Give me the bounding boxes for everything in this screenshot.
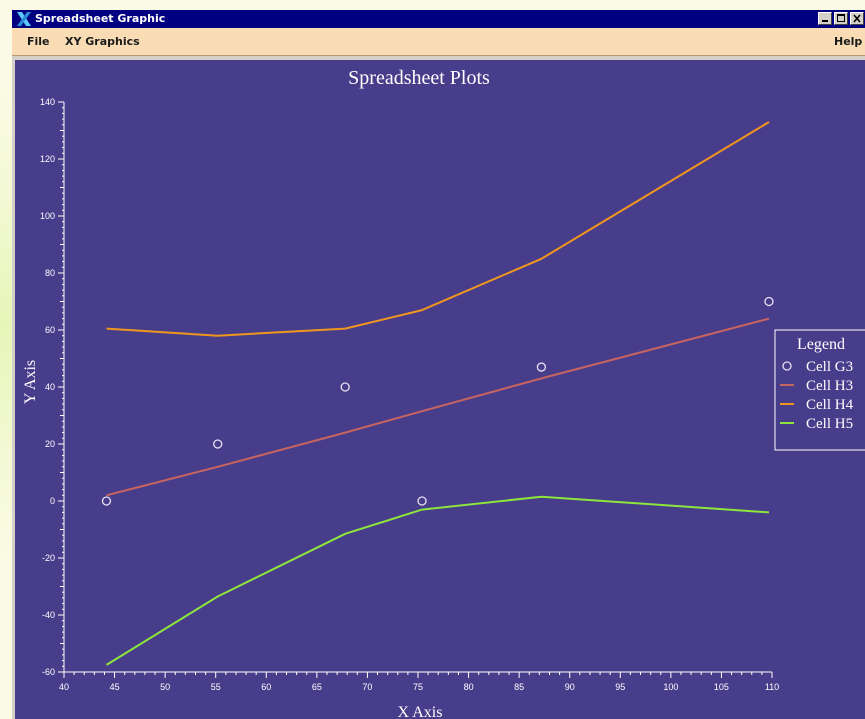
window-title: Spreadsheet Graphic <box>35 12 166 25</box>
menu-bar: File XY Graphics Help <box>12 28 865 56</box>
x-tick-label: 75 <box>413 682 423 692</box>
data-point-cell-g3 <box>340 382 350 392</box>
legend-title: Legend <box>797 336 845 353</box>
y-tick-label: 100 <box>40 211 55 221</box>
plot-area: Spreadsheet Plots X Axis Y Axis -60 -40 -2… <box>15 60 865 719</box>
minimize-button[interactable] <box>818 12 832 25</box>
y-tick-label: 140 <box>40 97 55 107</box>
data-point-cell-g3 <box>213 439 223 449</box>
data-point-cell-g3 <box>417 496 427 506</box>
menu-help[interactable]: Help <box>834 35 863 48</box>
minimize-icon <box>822 20 828 22</box>
y-tick-label: -20 <box>42 553 55 563</box>
maximize-icon <box>837 14 845 22</box>
data-point-cell-g3 <box>764 296 774 307</box>
legend-label: Cell H3 <box>806 378 853 394</box>
close-icon <box>853 14 861 23</box>
y-axis-label: Y Axis <box>22 360 39 404</box>
legend-entries: Cell G3 Cell H3 Cell H4 Cell H5 <box>780 359 854 432</box>
chart: Spreadsheet Plots X Axis Y Axis -60 -40 -2… <box>22 67 865 719</box>
x-tick-label: 45 <box>110 682 120 692</box>
legend: Legend Cell G3 Cell H3 Cell H4 Cell H5 <box>774 329 865 451</box>
y-tick-label: 40 <box>45 382 55 392</box>
data-point-cell-g3 <box>536 362 547 372</box>
maximize-button[interactable] <box>834 12 848 25</box>
legend-box <box>774 329 865 451</box>
menu-file[interactable]: File <box>27 35 50 48</box>
data-point-cell-g3 <box>101 496 112 506</box>
x-tick-label: 50 <box>160 682 170 692</box>
legend-label: Cell G3 <box>806 359 853 375</box>
series-line-cell-h5 <box>105 495 770 666</box>
chart-title: Spreadsheet Plots <box>348 67 490 89</box>
x-tick-label: 65 <box>312 682 322 692</box>
y-tick-label: -60 <box>42 667 55 677</box>
legend-label: Cell H5 <box>806 416 853 432</box>
x-tick-label: 100 <box>663 682 678 692</box>
series-line-cell-h3 <box>106 317 770 497</box>
x-window-icon <box>16 11 32 31</box>
y-axis-ticks: -60 -40 -20 0 20 40 60 80 100 120 140 <box>40 97 64 677</box>
x-tick-label: 110 <box>765 682 779 692</box>
x-tick-label: 105 <box>714 682 729 692</box>
x-tick-label: 40 <box>59 682 69 692</box>
x-axis-ticks: 40 45 50 55 60 65 70 75 80 85 90 95 100 105 110 <box>59 672 779 692</box>
x-tick-label: 90 <box>565 682 575 692</box>
x-tick-label: 85 <box>514 682 524 692</box>
series-layer <box>101 121 774 666</box>
y-tick-label: 80 <box>45 268 55 278</box>
series-line-cell-h4 <box>106 121 770 337</box>
legend-swatch <box>782 361 792 371</box>
spreadsheet-graphic-window: Spreadsheet Graphic File XY Graphics Hel… <box>12 10 865 719</box>
x-tick-label: 80 <box>464 682 474 692</box>
x-tick-label: 70 <box>362 682 372 692</box>
title-bar[interactable]: Spreadsheet Graphic <box>12 10 865 28</box>
x-tick-label: 95 <box>615 682 625 692</box>
y-tick-label: -40 <box>42 610 55 620</box>
y-tick-label: 20 <box>45 439 55 449</box>
y-tick-label: 120 <box>40 154 55 164</box>
x-tick-label: 55 <box>211 682 221 692</box>
y-tick-label: 0 <box>50 496 55 506</box>
x-tick-label: 60 <box>261 682 271 692</box>
menu-xy-graphics[interactable]: XY Graphics <box>65 35 140 48</box>
x-axis-label: X Axis <box>398 704 443 719</box>
legend-label: Cell H4 <box>806 397 854 413</box>
y-tick-label: 60 <box>45 325 55 335</box>
close-button[interactable] <box>850 12 864 25</box>
